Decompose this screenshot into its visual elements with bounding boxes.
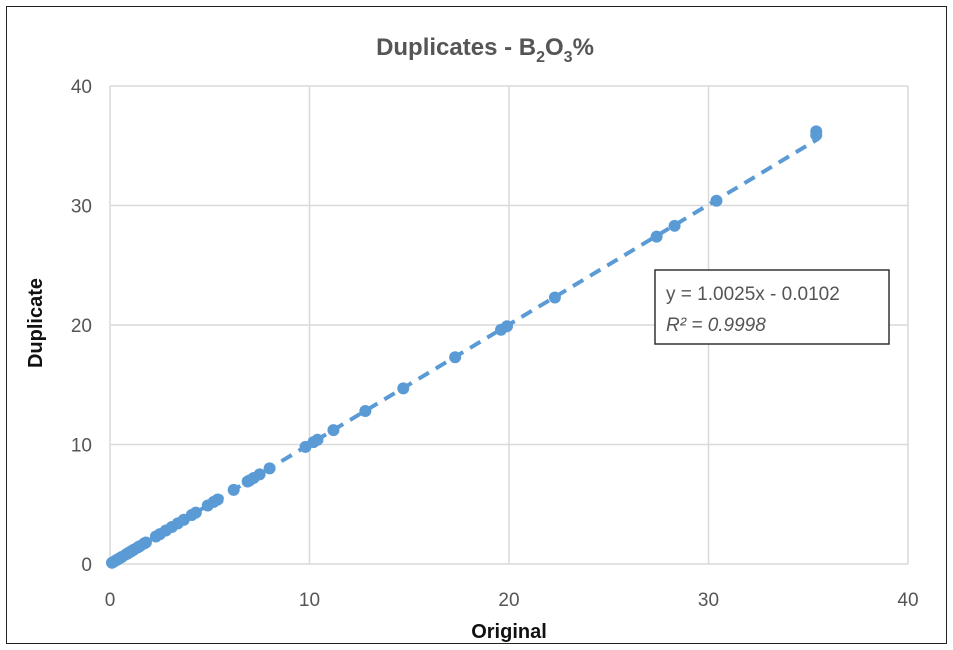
x-tick-label: 40 xyxy=(897,590,918,611)
data-point xyxy=(668,219,681,232)
trendline-group xyxy=(108,137,820,566)
data-point xyxy=(548,291,561,304)
data-point xyxy=(449,351,462,364)
data-point xyxy=(227,483,240,496)
x-axis-label: Original xyxy=(471,621,547,643)
x-tick-labels: 0 10 20 30 40 xyxy=(105,590,919,611)
data-point xyxy=(327,424,340,437)
data-point xyxy=(211,493,224,506)
x-tick-label: 0 xyxy=(105,590,116,611)
data-point xyxy=(189,506,202,519)
y-axis-label: Duplicate xyxy=(25,278,47,368)
data-point xyxy=(397,382,410,395)
grid-lines xyxy=(109,85,909,565)
data-points xyxy=(105,125,823,569)
trendline xyxy=(108,137,820,566)
data-point xyxy=(359,405,372,418)
data-point xyxy=(710,194,723,207)
y-tick-label: 30 xyxy=(71,197,92,218)
data-point xyxy=(810,125,823,138)
y-tick-label: 0 xyxy=(81,555,92,576)
chart-title: Duplicates - B2O3% xyxy=(376,34,594,66)
x-tick-label: 20 xyxy=(498,590,519,611)
data-point xyxy=(263,462,276,475)
data-point xyxy=(311,433,324,446)
x-tick-label: 30 xyxy=(698,590,719,611)
y-tick-label: 10 xyxy=(71,436,92,457)
y-tick-label: 40 xyxy=(71,77,92,98)
y-tick-labels: 0 10 20 30 40 xyxy=(71,77,92,576)
y-tick-label: 20 xyxy=(71,316,92,337)
data-point xyxy=(139,536,152,549)
equation-label: y = 1.0025x - 0.0102 xyxy=(666,284,840,305)
data-point xyxy=(650,230,663,243)
data-point xyxy=(253,468,266,481)
r-squared-label: R² = 0.9998 xyxy=(666,315,766,336)
data-point xyxy=(501,320,514,333)
x-tick-label: 10 xyxy=(299,590,320,611)
equation-box: y = 1.0025x - 0.0102 R² = 0.9998 xyxy=(654,269,890,345)
